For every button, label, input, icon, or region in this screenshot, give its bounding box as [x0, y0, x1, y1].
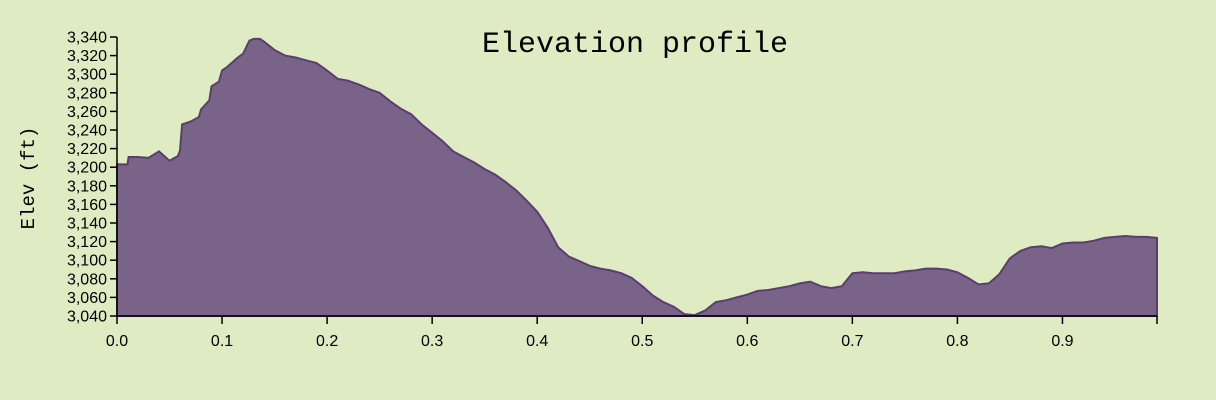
y-tick-label: 3,140 — [67, 216, 107, 233]
x-tick-label: 0.2 — [316, 333, 338, 350]
x-tick-label: 0.9 — [1051, 333, 1073, 350]
x-tick-label: 0.3 — [421, 333, 443, 350]
y-tick-label: 3,160 — [67, 197, 107, 214]
area-layer — [116, 37, 1158, 317]
y-tick-label: 3,340 — [67, 30, 107, 47]
x-tick-label: 0.4 — [526, 333, 548, 350]
y-tick-label: 3,320 — [67, 48, 107, 65]
y-tick-label: 3,120 — [67, 234, 107, 251]
x-tick-label: 0.8 — [946, 333, 968, 350]
elevation-area-series-0 — [116, 37, 1158, 317]
x-tick-label: 0.6 — [736, 333, 758, 350]
y-tick-label: 3,220 — [67, 141, 107, 158]
x-tick-label: 0.1 — [211, 333, 233, 350]
y-axis-label: Elev (ft) — [18, 127, 40, 230]
x-tick-label: 0.5 — [631, 333, 653, 350]
y-tick-label: 3,280 — [67, 85, 107, 102]
y-tick-label: 3,200 — [67, 160, 107, 177]
y-tick-label: 3,060 — [67, 290, 107, 307]
y-tick-label: 3,300 — [67, 67, 107, 84]
y-tick-label: 3,080 — [67, 271, 107, 288]
chart-title: Elevation profile — [482, 28, 788, 62]
y-tick-label: 3,100 — [67, 253, 107, 270]
x-tick-label: 0.0 — [106, 333, 128, 350]
y-tick-label: 3,040 — [67, 309, 107, 326]
y-tick-label: 3,240 — [67, 123, 107, 140]
y-tick-label: 3,260 — [67, 104, 107, 121]
x-tick-label: 0.7 — [841, 333, 863, 350]
y-tick-label: 3,180 — [67, 178, 107, 195]
